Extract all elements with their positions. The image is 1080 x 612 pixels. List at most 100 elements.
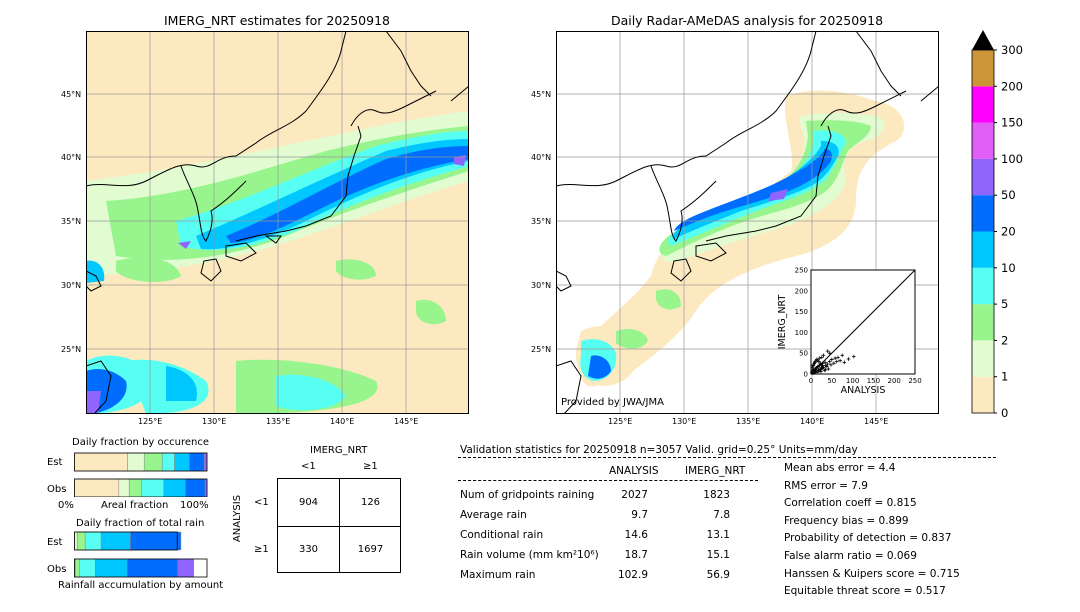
left-lat-label: 45°N <box>61 90 82 99</box>
scatter-point <box>817 359 821 364</box>
stat-imerg-value: 15.1 <box>706 549 730 561</box>
colorbar-label: 2 <box>1001 333 1008 347</box>
colorbar-label: 1 <box>1001 370 1008 384</box>
scatter-x-tick: 0 <box>809 377 813 385</box>
scatter-y-tick: 150 <box>795 308 808 316</box>
fraction-segment <box>75 558 80 578</box>
fraction-segment <box>84 531 102 551</box>
fraction-segment <box>161 452 175 472</box>
scatter-point <box>830 357 834 362</box>
scatter-point <box>810 365 815 370</box>
stat-analysis-value: 9.7 <box>631 509 648 521</box>
scatter-x-tick: 200 <box>888 377 901 385</box>
scatter-point <box>821 353 826 358</box>
fraction-segment <box>185 478 206 497</box>
stat-imerg-value: 56.9 <box>706 569 730 581</box>
scatter-plot: 0 50 100 150 200 250 0 50 100 150 200 250 ANALYSIS IM… <box>777 267 922 397</box>
stat-label: Maximum rain <box>460 569 536 581</box>
stat-analysis-value: 14.6 <box>624 529 648 541</box>
colorbar-swatch <box>972 376 994 413</box>
scatter-layer: 0 50 100 150 200 250 0 50 100 150 200 250 ANALYSIS IM… <box>777 267 922 397</box>
contingency-table: 904 126 330 1697 <box>277 478 401 573</box>
stat-imerg-value: 13.1 <box>706 529 730 541</box>
right-map-title: Daily Radar-AMeDAS analysis for 20250918 <box>610 13 884 28</box>
scatter-point <box>838 358 842 363</box>
score-line: Probability of detection = 0.837 <box>784 532 952 545</box>
colorbar-swatch <box>972 231 994 268</box>
right-lon-label: 140°E <box>800 417 825 426</box>
scatter-point <box>826 367 831 371</box>
stat-label: Num of gridpoints raining <box>460 489 595 501</box>
scatter-point <box>823 360 827 365</box>
fraction-segment <box>100 531 131 551</box>
validation-col-imerg: IMERG_NRT <box>685 465 746 477</box>
stat-label: Average rain <box>460 509 527 521</box>
rain-fraction-xlabel: Rainfall accumulation by amount <box>58 580 224 591</box>
contingency-cell: 904 <box>298 497 319 508</box>
fraction-segment <box>76 531 86 551</box>
left-lon-label: 140°E <box>330 417 355 426</box>
validation-divider <box>458 480 758 481</box>
fraction-segment <box>79 558 96 578</box>
rain-fraction-est-label: Est <box>47 537 63 548</box>
score-line: False alarm ratio = 0.069 <box>784 550 917 562</box>
scatter-point <box>836 355 840 360</box>
contingency-cell: 1697 <box>357 544 384 555</box>
colorbar-label: 5 <box>1001 297 1008 311</box>
colorbar-swatch <box>972 267 994 305</box>
scatter-x-tick: 50 <box>827 377 836 385</box>
occurrence-bars <box>74 452 208 497</box>
right-lon-label: 130°E <box>672 417 697 426</box>
scatter-point <box>829 363 833 367</box>
fraction-segment <box>130 531 182 551</box>
right-lat-label: 40°N <box>531 153 552 162</box>
score-line: Equitable threat score = 0.517 <box>784 585 946 598</box>
colorbar-label: 10 <box>1001 261 1016 275</box>
scatter-point <box>820 355 824 360</box>
colorbar-label: 50 <box>1001 188 1016 202</box>
stat-imerg-value: 7.8 <box>713 509 730 521</box>
score-line: Hanssen & Kuipers score = 0.715 <box>784 567 960 580</box>
stat-analysis-value: 18.7 <box>624 549 648 561</box>
colorbar-label: 20 <box>1001 225 1016 239</box>
occurrence-obs-label: Obs <box>47 484 67 495</box>
scatter-point <box>825 349 830 353</box>
fraction-segment <box>143 452 163 472</box>
right-lon-label: 125°E <box>608 417 633 426</box>
validation-col-analysis: ANALYSIS <box>609 465 659 477</box>
fraction-segment <box>95 558 128 578</box>
rain-fraction-title: Daily fraction of total rain <box>76 518 205 529</box>
scatter-point <box>833 356 837 360</box>
right-lon-label: 145°E <box>864 417 889 426</box>
fraction-bar-frame <box>74 478 208 497</box>
fraction-segment <box>174 452 190 472</box>
colorbar-swatch <box>972 340 994 377</box>
colorbar-label: 150 <box>1001 116 1023 130</box>
colorbar-extend-arrow <box>972 30 994 50</box>
scatter-xlabel: ANALYSIS <box>841 385 886 396</box>
fraction-segment <box>128 478 142 497</box>
fraction-segment <box>127 452 145 472</box>
scatter-point <box>840 353 844 358</box>
contingency-col-label: <1 <box>301 461 316 472</box>
scatter-y-tick: 50 <box>799 350 808 358</box>
scatter-point <box>823 368 828 372</box>
left-lon-label: 130°E <box>202 417 227 426</box>
left-map-title: IMERG_NRT estimates for 20250918 <box>163 13 390 28</box>
scatter-point <box>811 363 816 367</box>
stat-analysis-value: 2027 <box>621 489 648 501</box>
fraction-segment <box>118 478 130 497</box>
fraction-segment <box>74 452 128 472</box>
colorbar-label: 300 <box>1001 43 1023 57</box>
stat-imerg-value: 1823 <box>703 489 730 501</box>
fraction-segment <box>189 452 205 472</box>
left-lat-label: 40°N <box>61 153 82 162</box>
occurrence-title: Daily fraction by occurence <box>72 437 210 448</box>
colorbar-swatch <box>972 50 994 87</box>
colorbar: 0 1 2 5 10 20 50 100 150 200 300 <box>971 30 1023 420</box>
fraction-bar-frame <box>74 558 208 578</box>
contingency-col-label: ≥1 <box>363 461 378 472</box>
left-lon-label: 145°E <box>394 417 419 426</box>
colorbar-label: 200 <box>1001 79 1023 93</box>
fraction-segment <box>203 452 208 472</box>
